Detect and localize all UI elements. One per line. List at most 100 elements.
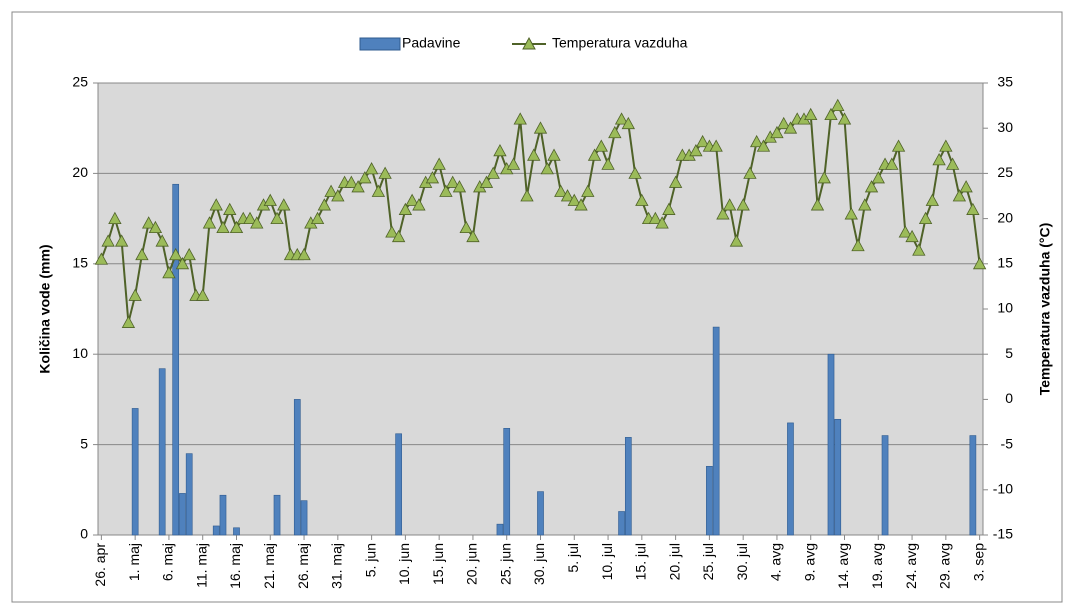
marker [925,193,940,206]
y2-tick-label: 25 [997,164,1013,180]
marker [560,189,575,202]
marker [871,171,885,184]
x-tick-label: 10. jun [396,543,412,585]
marker [939,139,953,152]
x-tick-label: 6. maj [160,543,176,581]
marker [527,148,541,161]
marker [972,256,987,270]
marker [223,202,237,215]
marker [446,175,460,188]
marker [479,175,494,188]
marker [425,171,440,184]
marker [506,157,521,170]
bar [618,511,625,536]
x-tick-label: 19. avg [869,543,885,589]
x-tick-label: 24. avg [903,543,919,589]
marker [148,220,163,234]
marker [121,315,136,328]
marker [864,180,879,193]
legend-label: Temperatura vazduha [552,35,688,51]
marker [202,216,217,229]
x-tick-label: 5. jul [565,543,581,573]
marker [94,252,109,265]
marker [108,211,122,224]
y-tick-label: 25 [72,74,88,90]
marker [486,166,500,179]
bar [834,418,842,536]
bar [158,368,166,536]
x-tick-label: 21. maj [261,543,277,589]
bar [706,465,713,536]
x-tick-label: 11. maj [193,543,209,588]
bar [233,527,240,536]
marker [567,193,581,206]
marker [709,139,723,152]
marker [912,243,926,256]
y2-tick-label: 30 [997,119,1013,135]
bar [179,493,186,536]
x-tick-label: 15. jun [430,543,446,585]
marker [824,107,838,121]
marker [101,234,115,247]
marker [175,256,190,270]
bar [537,491,544,536]
marker [608,125,622,139]
plot-area [97,82,984,536]
marker [858,198,872,211]
x-tick-label: 30. jul [734,543,750,580]
x-tick-label: 29. avg [937,543,953,589]
marker [722,198,737,211]
marker [743,166,757,179]
marker [114,234,129,247]
x-tick-label: 26. apr [92,543,108,587]
marker [533,121,548,134]
bar [503,428,511,536]
marker [432,157,446,170]
x-tick-label: 25. jul [700,543,716,580]
bar [624,437,632,536]
marker [493,143,507,157]
marker [263,193,277,206]
marker [851,238,865,252]
x-tick-label: 16. maj [227,543,243,589]
marker [229,220,244,234]
marker [452,180,467,193]
marker [655,216,669,229]
marker [412,198,426,211]
legend-marker [522,36,536,50]
marker [729,234,744,247]
marker [135,247,149,261]
marker [324,184,338,197]
marker [952,189,967,202]
x-tick-label: 25. jun [497,543,513,585]
marker [736,198,750,211]
marker [621,116,635,130]
marker [716,207,730,220]
x-tick-label: 10. jul [599,543,615,580]
bar [293,399,301,536]
bar [787,422,794,536]
marker [331,189,345,202]
marker [459,220,473,234]
x-tick-label: 31. maj [329,543,345,589]
y2-tick-label: 0 [1005,390,1013,406]
y2-tick-label: -5 [1001,435,1014,451]
marker [831,98,845,111]
marker [635,193,649,206]
marker [520,189,534,202]
marker [351,180,365,193]
bar [496,523,504,536]
legend-swatch [359,37,401,51]
x-tick-label: 30. jun [531,543,547,585]
y2-tick-label: 20 [997,209,1013,225]
marker [689,143,703,157]
x-tick-label: 5. jun [362,543,378,577]
marker [945,157,960,170]
marker [317,198,331,211]
marker [310,211,325,224]
y2-tick-label: 15 [997,255,1013,271]
x-tick-label: 20. jun [464,543,480,585]
marker [364,162,379,175]
y-tick-label: 15 [72,255,88,271]
marker [932,153,946,166]
